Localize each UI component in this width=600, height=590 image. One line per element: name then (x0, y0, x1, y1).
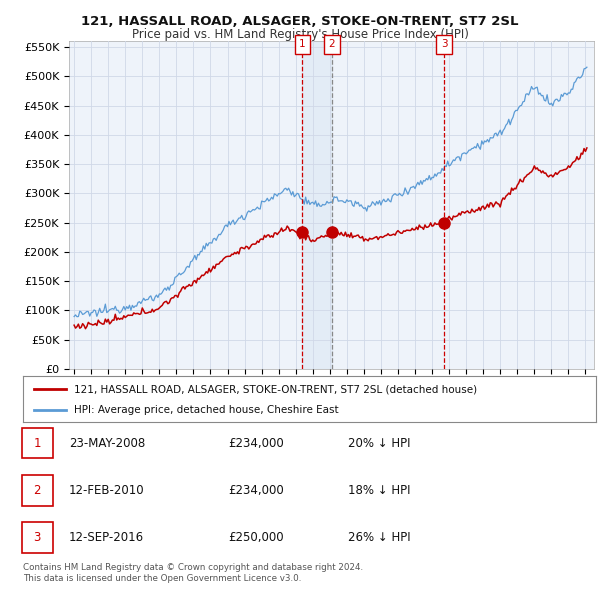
Text: 121, HASSALL ROAD, ALSAGER, STOKE-ON-TRENT, ST7 2SL: 121, HASSALL ROAD, ALSAGER, STOKE-ON-TRE… (81, 15, 519, 28)
Text: 1: 1 (299, 40, 305, 49)
Text: £250,000: £250,000 (228, 531, 284, 544)
Text: Contains HM Land Registry data © Crown copyright and database right 2024.
This d: Contains HM Land Registry data © Crown c… (23, 563, 363, 583)
Text: £234,000: £234,000 (228, 437, 284, 450)
Text: 2: 2 (329, 40, 335, 49)
Text: HPI: Average price, detached house, Cheshire East: HPI: Average price, detached house, Ches… (74, 405, 339, 415)
Text: £234,000: £234,000 (228, 484, 284, 497)
Text: 121, HASSALL ROAD, ALSAGER, STOKE-ON-TRENT, ST7 2SL (detached house): 121, HASSALL ROAD, ALSAGER, STOKE-ON-TRE… (74, 384, 478, 394)
Text: 20% ↓ HPI: 20% ↓ HPI (348, 437, 410, 450)
Bar (302, 41, 332, 369)
Text: 3: 3 (34, 531, 41, 544)
Text: 12-FEB-2010: 12-FEB-2010 (69, 484, 145, 497)
Text: 12-SEP-2016: 12-SEP-2016 (69, 531, 144, 544)
Text: 2: 2 (34, 484, 41, 497)
Text: 3: 3 (441, 40, 448, 49)
Text: 18% ↓ HPI: 18% ↓ HPI (348, 484, 410, 497)
Text: 26% ↓ HPI: 26% ↓ HPI (348, 531, 410, 544)
Text: 23-MAY-2008: 23-MAY-2008 (69, 437, 145, 450)
Text: 1: 1 (34, 437, 41, 450)
Text: Price paid vs. HM Land Registry's House Price Index (HPI): Price paid vs. HM Land Registry's House … (131, 28, 469, 41)
